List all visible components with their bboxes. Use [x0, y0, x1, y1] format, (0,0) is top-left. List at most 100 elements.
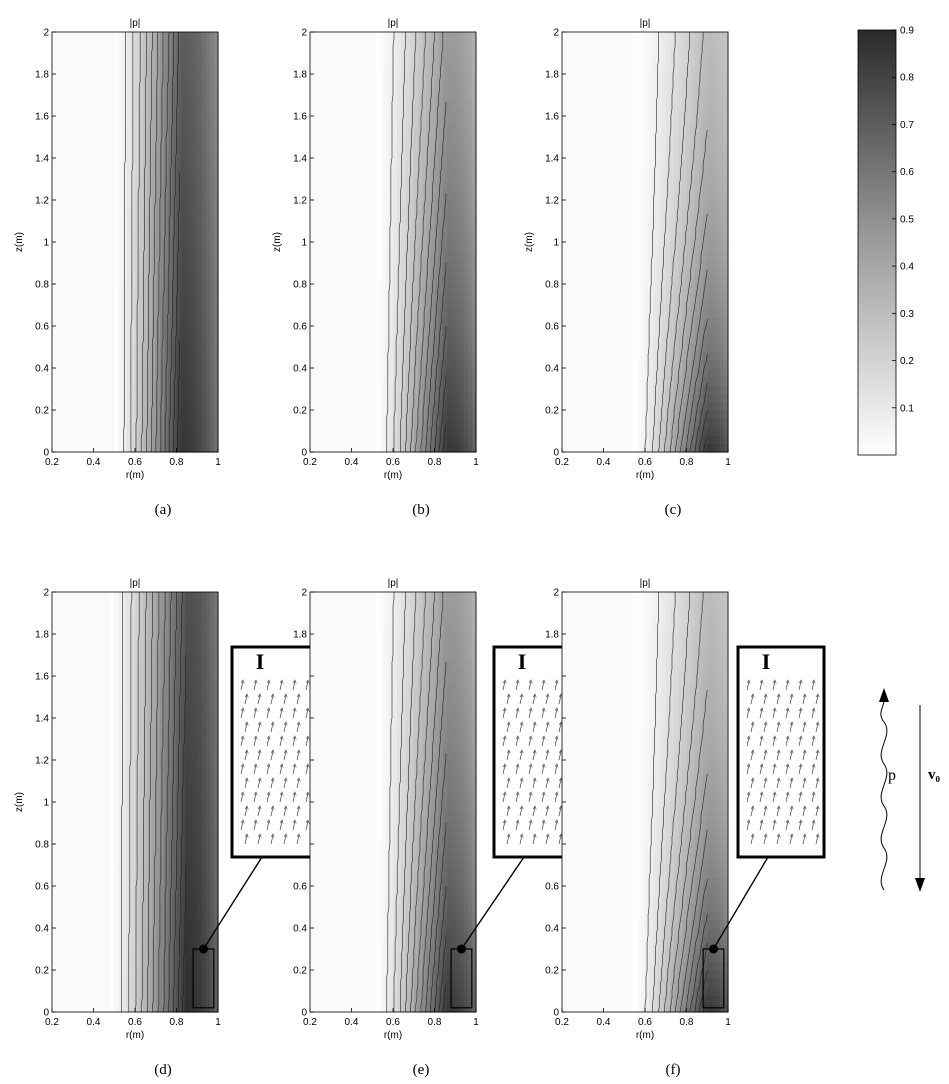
heatmap-cell	[322, 242, 328, 251]
heatmap-cell	[101, 65, 107, 75]
heatmap-cell	[164, 40, 169, 50]
heatmap-cell	[155, 292, 161, 302]
heatmap-cell	[417, 74, 423, 83]
heatmap-cell	[93, 418, 99, 428]
heatmap-cell	[110, 334, 115, 344]
heatmap-cell	[582, 233, 588, 243]
heatmap-cell	[322, 166, 328, 176]
heatmap-cell	[376, 368, 382, 377]
heatmap-cell	[188, 183, 194, 193]
heatmap-cell	[326, 309, 332, 319]
heatmap-cell	[368, 250, 373, 260]
heatmap-cell	[438, 174, 444, 184]
heatmap-cell	[122, 141, 128, 151]
heatmap-cell	[143, 57, 149, 67]
heatmap-cell	[201, 141, 207, 151]
heatmap-cell	[397, 292, 402, 302]
heatmap-cell	[60, 141, 66, 151]
heatmap-cell	[147, 393, 153, 403]
heatmap-cell	[355, 384, 361, 394]
heatmap-cell	[607, 384, 613, 394]
heatmap-cell	[89, 359, 95, 369]
heatmap-cell	[110, 258, 115, 268]
heatmap-cell	[213, 435, 219, 445]
heatmap-cell	[434, 208, 440, 218]
heatmap-cell	[463, 435, 469, 445]
heatmap-cell	[60, 74, 66, 83]
heatmap-cell	[467, 32, 473, 41]
heatmap-cell	[566, 99, 571, 109]
heatmap-cell	[60, 233, 66, 243]
heatmap-cell	[164, 242, 169, 251]
heatmap-cell	[164, 166, 169, 176]
heatmap-cell	[347, 208, 353, 218]
heatmap-cell	[620, 200, 625, 209]
heatmap-cell	[372, 99, 377, 109]
heatmap-cell	[624, 124, 629, 134]
heatmap-cell	[334, 250, 340, 260]
heatmap-cell	[380, 174, 386, 184]
heatmap-cell	[197, 359, 202, 369]
heatmap-cell	[380, 32, 386, 41]
heatmap-cell	[97, 267, 103, 277]
heatmap-cell	[168, 258, 173, 268]
heatmap-cell	[326, 233, 332, 243]
heatmap-cell	[114, 368, 119, 377]
heatmap-cell	[164, 393, 169, 403]
heatmap-cell	[446, 418, 452, 428]
heatmap-cell	[213, 99, 219, 109]
heatmap-cell	[180, 300, 186, 310]
heatmap-cell	[351, 158, 357, 167]
heatmap-cell	[599, 300, 605, 310]
heatmap-cell	[582, 359, 588, 369]
heatmap-cell	[188, 292, 194, 302]
heatmap-cell	[184, 107, 190, 117]
heatmap-cell	[615, 90, 621, 100]
heatmap-cell	[64, 183, 70, 193]
heatmap-cell	[607, 116, 613, 125]
heatmap-cell	[322, 326, 328, 335]
heatmap-cell	[372, 443, 377, 453]
heatmap-cell	[434, 410, 440, 419]
heatmap-cell	[372, 326, 377, 335]
heatmap-cell	[155, 410, 161, 419]
heatmap-cell	[442, 418, 448, 428]
heatmap-cell	[172, 141, 178, 151]
heatmap-cell	[426, 124, 431, 134]
heatmap-cell	[68, 334, 74, 344]
heatmap-cell	[611, 351, 617, 361]
heatmap-cell	[64, 317, 70, 327]
heatmap-cell	[595, 275, 600, 285]
heatmap-cell	[582, 32, 588, 41]
heatmap-cell	[422, 82, 427, 92]
heatmap-cell	[620, 57, 625, 67]
heatmap-cell	[81, 233, 86, 243]
heatmap-cell	[101, 141, 107, 151]
heatmap-cell	[60, 48, 66, 58]
heatmap-cell	[574, 426, 580, 436]
heatmap-cell	[93, 174, 99, 184]
heatmap-cell	[155, 124, 161, 134]
heatmap-cell	[184, 267, 190, 277]
heatmap-cell	[334, 149, 340, 159]
heatmap-cell	[401, 74, 407, 83]
heatmap-cell	[409, 48, 415, 58]
heatmap-cell	[591, 242, 596, 251]
heatmap-cell	[359, 48, 365, 58]
heatmap-cell	[355, 275, 361, 285]
heatmap-cell	[603, 267, 609, 277]
heatmap-cell	[318, 443, 324, 453]
heatmap-cell	[632, 141, 638, 151]
heatmap-cell	[434, 250, 440, 260]
heatmap-cell	[451, 258, 456, 268]
heatmap-cell	[388, 410, 394, 419]
heatmap-cell	[355, 418, 361, 428]
heatmap-cell	[599, 57, 605, 67]
heatmap-cell	[359, 284, 365, 293]
heatmap-cell	[68, 267, 74, 277]
heatmap-cell	[438, 284, 444, 293]
heatmap-cell	[93, 300, 99, 310]
heatmap-cell	[570, 116, 576, 125]
heatmap-cell	[562, 208, 567, 218]
heatmap-cell	[611, 284, 617, 293]
